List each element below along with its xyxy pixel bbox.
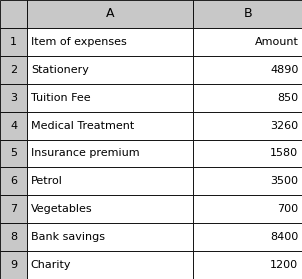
Text: Insurance premium: Insurance premium — [31, 148, 140, 158]
Bar — [193, 195, 302, 223]
Text: 4: 4 — [10, 121, 17, 131]
Text: Medical Treatment: Medical Treatment — [31, 121, 134, 131]
Text: Stationery: Stationery — [31, 65, 89, 75]
Bar — [0, 0, 27, 28]
Text: 8400: 8400 — [270, 232, 298, 242]
Bar — [27, 112, 193, 140]
Text: Vegetables: Vegetables — [31, 204, 92, 214]
Bar — [193, 56, 302, 84]
Text: 1: 1 — [10, 37, 17, 47]
Text: 5: 5 — [10, 148, 17, 158]
Bar — [0, 28, 27, 56]
Text: Petrol: Petrol — [31, 176, 63, 186]
Bar — [193, 140, 302, 167]
Bar — [0, 223, 27, 251]
Bar — [193, 167, 302, 195]
Bar — [0, 56, 27, 84]
Text: 7: 7 — [10, 204, 17, 214]
Bar — [0, 112, 27, 140]
Text: Tuition Fee: Tuition Fee — [31, 93, 90, 103]
Bar — [0, 140, 27, 167]
Text: 3: 3 — [10, 93, 17, 103]
Text: 1580: 1580 — [270, 148, 298, 158]
Text: 2: 2 — [10, 65, 17, 75]
Bar — [0, 84, 27, 112]
Text: 3260: 3260 — [270, 121, 298, 131]
Bar — [193, 0, 302, 28]
Text: A: A — [106, 8, 114, 20]
Text: Charity: Charity — [31, 260, 71, 270]
Bar — [27, 56, 193, 84]
Text: 700: 700 — [277, 204, 298, 214]
Bar — [193, 223, 302, 251]
Bar — [0, 251, 27, 279]
Bar — [193, 28, 302, 56]
Text: Bank savings: Bank savings — [31, 232, 105, 242]
Bar — [27, 140, 193, 167]
Bar — [27, 195, 193, 223]
Bar — [27, 251, 193, 279]
Bar — [0, 195, 27, 223]
Bar — [193, 84, 302, 112]
Bar — [27, 28, 193, 56]
Text: 850: 850 — [277, 93, 298, 103]
Text: 8: 8 — [10, 232, 17, 242]
Text: 9: 9 — [10, 260, 17, 270]
Text: 4890: 4890 — [270, 65, 298, 75]
Text: Amount: Amount — [255, 37, 298, 47]
Text: Item of expenses: Item of expenses — [31, 37, 127, 47]
Bar — [193, 112, 302, 140]
Bar — [27, 223, 193, 251]
Bar — [0, 167, 27, 195]
Text: 1200: 1200 — [270, 260, 298, 270]
Bar — [193, 251, 302, 279]
Bar — [27, 84, 193, 112]
Bar — [27, 0, 193, 28]
Text: B: B — [243, 8, 252, 20]
Bar — [27, 167, 193, 195]
Text: 6: 6 — [10, 176, 17, 186]
Text: 3500: 3500 — [270, 176, 298, 186]
